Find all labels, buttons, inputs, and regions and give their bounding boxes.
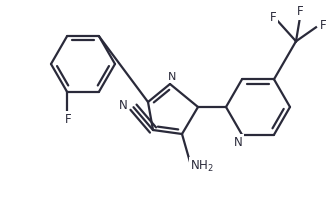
Text: F: F — [320, 19, 326, 32]
Text: N: N — [119, 99, 128, 112]
Text: NH$_2$: NH$_2$ — [190, 159, 214, 174]
Text: N: N — [168, 72, 176, 82]
Text: F: F — [65, 113, 71, 126]
Text: F: F — [297, 5, 303, 18]
Text: F: F — [270, 11, 276, 24]
Text: N: N — [234, 136, 242, 149]
